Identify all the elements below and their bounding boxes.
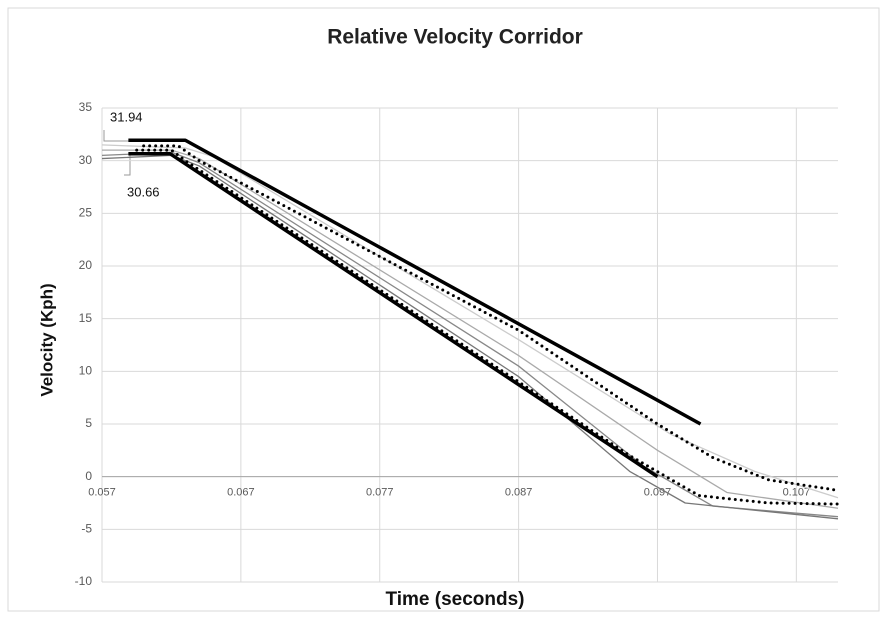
y-tick-label: 0: [85, 469, 92, 483]
x-tick-label: 0.107: [783, 487, 811, 499]
series-line: [101, 144, 839, 499]
y-tick-label: 10: [79, 364, 93, 378]
x-tick-label: 0.097: [644, 487, 672, 499]
x-tick-label: 0.077: [366, 487, 394, 499]
x-tick-label: 0.067: [227, 487, 255, 499]
y-tick-label: 5: [85, 416, 92, 430]
y-tick-label: 15: [79, 311, 93, 325]
series-line: [128, 151, 659, 479]
y-tick-label: 20: [79, 258, 93, 272]
x-tick-label: 0.087: [505, 487, 533, 499]
x-tick-label: 0.057: [88, 487, 116, 499]
y-axis-label: Velocity (Kph): [37, 283, 56, 396]
chart-title: Relative Velocity Corridor: [327, 26, 583, 49]
series-line: [128, 138, 702, 426]
y-tick-label: 30: [79, 153, 93, 167]
y-tick-label: -5: [81, 522, 92, 536]
callout-line: [124, 155, 131, 176]
y-tick-label: -10: [75, 574, 93, 588]
x-axis-label: Time (seconds): [385, 589, 524, 610]
y-tick-label: 35: [79, 100, 93, 114]
data-label: 31.94: [110, 109, 143, 124]
y-tick-label: 25: [79, 206, 93, 220]
data-label: 30.66: [127, 184, 160, 199]
callout-line: [103, 130, 129, 142]
